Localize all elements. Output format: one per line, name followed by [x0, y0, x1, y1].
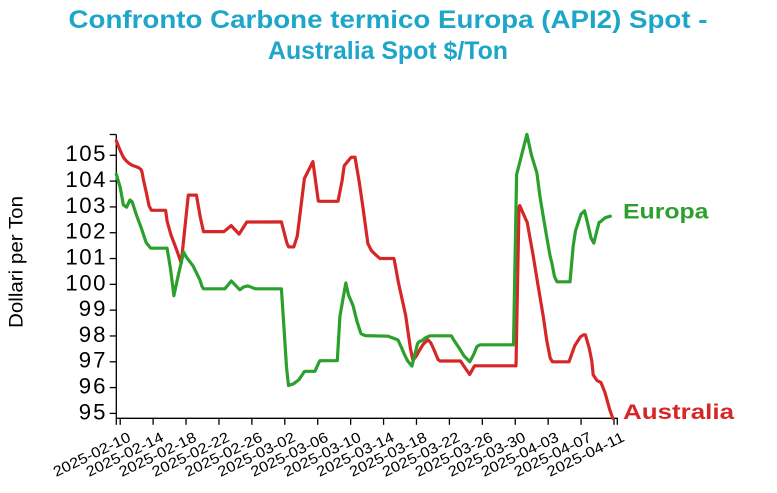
svg-text:105: 105 — [65, 141, 105, 166]
svg-text:Confronto Carbone termico Euro: Confronto Carbone termico Europa (API2) … — [69, 7, 708, 34]
svg-text:100: 100 — [65, 270, 105, 295]
svg-text:103: 103 — [65, 193, 105, 218]
svg-text:Australia: Australia — [623, 400, 735, 424]
svg-text:102: 102 — [65, 219, 105, 244]
svg-text:Europa: Europa — [623, 200, 710, 224]
svg-text:Australia Spot $/Ton: Australia Spot $/Ton — [268, 38, 508, 65]
svg-text:104: 104 — [65, 167, 105, 192]
svg-text:Dollari per Ton: Dollari per Ton — [6, 196, 27, 328]
svg-text:101: 101 — [65, 244, 105, 269]
